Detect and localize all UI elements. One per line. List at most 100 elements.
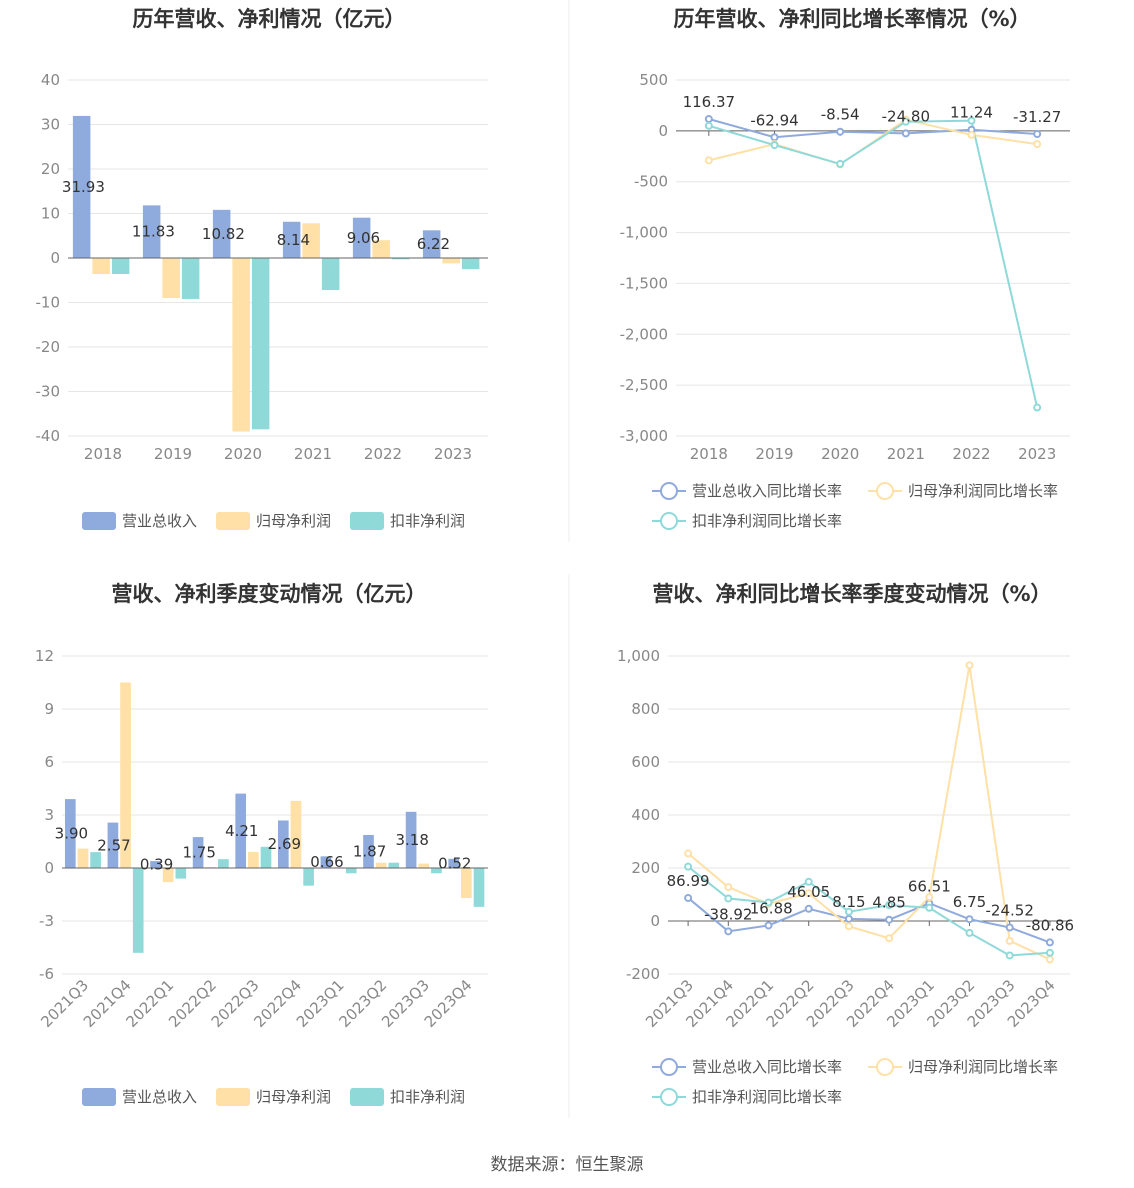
- legend-label: 扣非净利润同比增长率: [692, 512, 842, 530]
- data-label: -8.54: [821, 106, 860, 124]
- y-tick-label: -200: [626, 965, 660, 983]
- y-tick-label: 200: [631, 859, 660, 877]
- y-tick-label: 30: [41, 116, 60, 134]
- bar: [64, 799, 76, 868]
- bar: [132, 868, 144, 953]
- y-grid: 1,000 800 600 400 200 0 -200: [617, 647, 1070, 983]
- data-point: [684, 893, 693, 902]
- bar: [461, 868, 472, 899]
- legend-item[interactable]: 扣非净利润: [350, 512, 465, 530]
- legend-label: 营业总收入同比增长率: [692, 1058, 842, 1076]
- legend-item[interactable]: 扣非净利润同比增长率: [652, 512, 842, 530]
- y-tick-label: -30: [36, 383, 61, 401]
- data-label: 0.39: [140, 856, 173, 874]
- series-lines: [684, 661, 1054, 964]
- data-point: [1045, 955, 1054, 964]
- data-point: [684, 849, 693, 858]
- legend[interactable]: 营业总收入 归母净利润 扣非净利润: [82, 512, 465, 530]
- bar: [372, 240, 390, 258]
- bar: [181, 258, 200, 299]
- legend-item[interactable]: 归母净利润: [216, 512, 331, 530]
- legend-item[interactable]: 营业总收入: [82, 512, 197, 530]
- chart-title: 营收、净利同比增长率季度变动情况（%）: [652, 582, 1051, 606]
- bar: [461, 258, 480, 270]
- y-tick-label: 0: [650, 912, 660, 930]
- data-label: 1.87: [353, 842, 386, 860]
- legend-label: 营业总收入: [122, 1088, 197, 1106]
- legend-item[interactable]: 营业总收入同比增长率: [652, 482, 842, 500]
- y-tick-label: -10: [36, 294, 61, 312]
- data-label: 31.93: [62, 178, 105, 196]
- data-point: [965, 661, 974, 670]
- legend-item[interactable]: 扣非净利润: [350, 1088, 465, 1106]
- data-point: [704, 121, 713, 130]
- bar: [150, 861, 161, 868]
- data-label: 46.05: [787, 883, 830, 901]
- data-point: [770, 141, 779, 150]
- y-tick-label: -500: [634, 173, 668, 191]
- y-tick-label: 0: [44, 859, 54, 877]
- y-tick-label: 600: [631, 753, 660, 771]
- data-point: [885, 915, 894, 924]
- y-tick-label: -3: [39, 912, 54, 930]
- bar: [303, 868, 314, 886]
- bar: [290, 800, 302, 868]
- legend-swatch-marker: [876, 482, 894, 500]
- bars: [72, 115, 480, 432]
- data-point: [885, 934, 894, 943]
- y-tick-label: -2,500: [620, 376, 668, 394]
- series-line: [687, 897, 1051, 944]
- bar: [320, 856, 332, 868]
- bar: [192, 837, 204, 868]
- legend-item[interactable]: 归母净利润: [216, 1088, 331, 1106]
- y-tick-label: -1,000: [620, 224, 668, 242]
- data-label: 6.22: [417, 235, 450, 253]
- bar: [375, 862, 387, 868]
- data-point: [1033, 140, 1042, 149]
- bar: [72, 115, 91, 258]
- bar: [405, 811, 417, 868]
- data-point: [965, 915, 974, 924]
- data-point: [1045, 948, 1054, 957]
- data-point: [1005, 936, 1014, 945]
- legend-item[interactable]: 归母净利润同比增长率: [868, 482, 1058, 500]
- legend-swatch-marker: [660, 512, 678, 530]
- legend-swatch-marker: [660, 482, 678, 500]
- y-tick-label: -20: [36, 338, 61, 356]
- legend-swatch: [216, 512, 250, 530]
- data-point: [844, 914, 853, 923]
- legend-item[interactable]: 营业总收入: [82, 1088, 197, 1106]
- data-label: 8.14: [277, 231, 310, 249]
- bar: [212, 209, 231, 258]
- legend[interactable]: 营业总收入 归母净利润 扣非净利润: [82, 1088, 465, 1106]
- data-point: [804, 889, 813, 898]
- y-tick-label: -2,000: [620, 325, 668, 343]
- legend-item[interactable]: 归母净利润同比增长率: [868, 1058, 1058, 1076]
- data-label: 0.52: [438, 854, 471, 872]
- legend-item[interactable]: 营业总收入同比增长率: [652, 1058, 842, 1076]
- bar: [218, 859, 229, 868]
- data-point: [704, 115, 713, 124]
- data-label: -31.27: [1013, 108, 1061, 126]
- bar: [175, 868, 187, 879]
- data-label: 11.24: [950, 104, 993, 122]
- y-grid: 500 0 -500 -1,000 -1,500 -2,000 -2,500 -3,000: [620, 71, 1070, 445]
- y-tick-label: 0: [50, 249, 60, 267]
- bar: [251, 258, 270, 430]
- y-tick-label: 20: [41, 160, 60, 178]
- data-point: [764, 921, 773, 930]
- legend-item[interactable]: 扣非净利润同比增长率: [652, 1088, 842, 1106]
- data-label: 3.90: [55, 825, 88, 843]
- data-label: 10.82: [202, 225, 245, 243]
- data-label: 4.21: [225, 822, 258, 840]
- legend-label: 归母净利润同比增长率: [908, 482, 1058, 500]
- data-point: [770, 133, 779, 142]
- data-point: [901, 117, 910, 126]
- data-labels: 116.37 -62.94 -8.54 -24.80 11.24 -31.27: [683, 93, 1062, 129]
- data-point: [804, 877, 813, 886]
- data-label: 0.66: [310, 853, 343, 871]
- x-tick-label: 2020: [821, 445, 859, 463]
